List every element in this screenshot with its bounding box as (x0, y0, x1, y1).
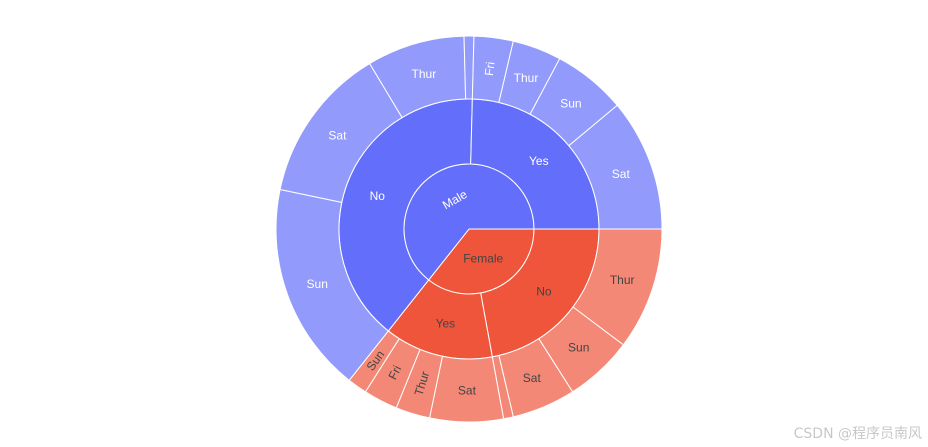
label-male-yes-1-thur-1: Thur (514, 71, 539, 85)
label-female-no-0-thur-0: Thur (610, 273, 635, 287)
label-male-no-0-sun-0: Sun (307, 277, 328, 291)
label-male-no-0: No (370, 189, 386, 203)
label-female-yes-1-sat-0: Sat (458, 384, 477, 398)
label-female-no-0-sat-2: Sat (523, 371, 542, 385)
label-male-yes-1: Yes (529, 154, 549, 168)
label-male-no-0-thur-2: Thur (412, 67, 437, 81)
label-male-yes-1-fri-0: Fri (482, 61, 498, 77)
label-male-yes-1-sun-2: Sun (560, 97, 581, 111)
sunburst-slices (276, 36, 662, 422)
label-female-no-0-sun-1: Sun (568, 341, 589, 355)
label-male-no-0-sat-1: Sat (328, 128, 347, 142)
label-female-no-0: No (536, 285, 552, 299)
label-female-yes-1: Yes (436, 317, 456, 331)
watermark: CSDN @程序员南风 (794, 423, 922, 443)
label-female: Female (463, 251, 503, 265)
label-male-yes-1-sat-3: Sat (612, 167, 631, 181)
